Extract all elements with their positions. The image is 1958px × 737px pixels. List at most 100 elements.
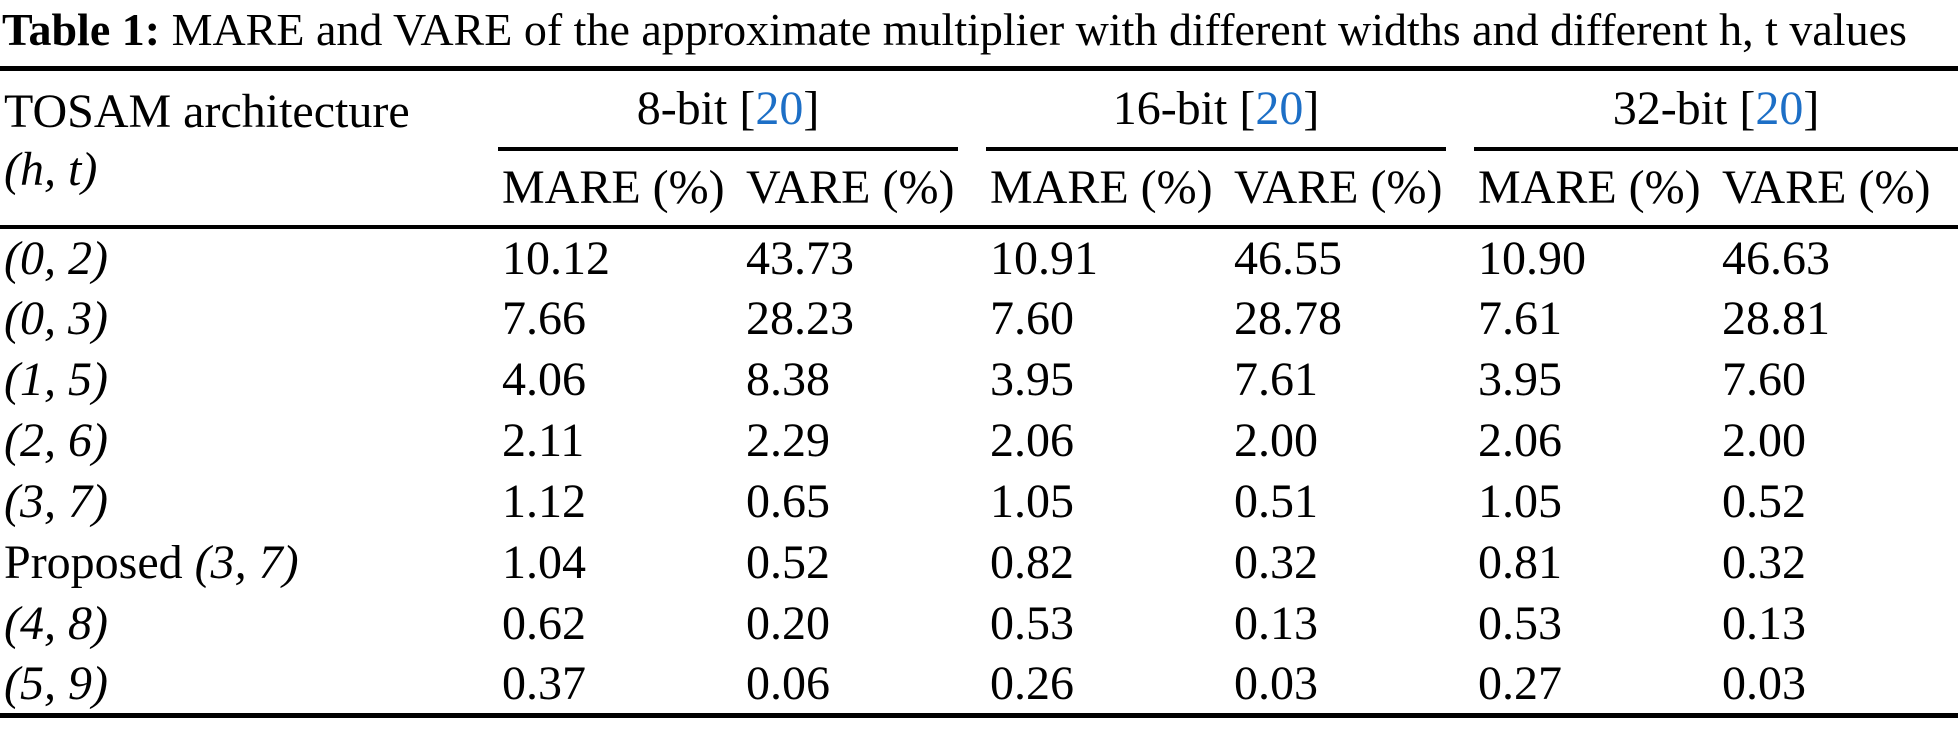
- table-row: (0, 3) 7.66 28.23 7.60 28.78 7.61 28.81: [0, 288, 1958, 349]
- cell-vare-32bit: 0.32: [1722, 536, 1806, 589]
- cell-mare-8bit: 0.37: [502, 656, 586, 710]
- column-header-vare-8bit: VARE (%): [746, 161, 955, 214]
- row-label: (1, 5): [0, 349, 498, 410]
- column-header-mare-16bit: MARE (%): [990, 161, 1213, 214]
- cell-vare-16bit: 7.61: [1234, 353, 1318, 406]
- row-label-ht: (1, 5): [4, 353, 108, 406]
- row-label: (2, 6): [0, 410, 498, 471]
- cell-mare-8bit: 7.66: [502, 292, 586, 345]
- cell-vare-32bit: 7.60: [1722, 353, 1806, 406]
- citation-bracket-close: ]: [1803, 82, 1820, 135]
- cell-mare-16bit: 7.60: [990, 292, 1074, 345]
- column-header-architecture: TOSAM architecture (h, t): [0, 69, 498, 228]
- column-header-mare-8bit: MARE (%): [502, 161, 725, 214]
- cell-vare-16bit: 0.51: [1234, 475, 1318, 528]
- row-label-ht: (3, 7): [4, 475, 108, 528]
- group-header-32bit-inner: 32-bit [20]: [1474, 71, 1958, 151]
- citation-link-20[interactable]: 20: [1755, 82, 1804, 135]
- cell-vare-8bit: 43.73: [746, 232, 854, 285]
- group-header-32bit: 32-bit [20]: [1474, 69, 1958, 151]
- cell-vare-8bit: 0.20: [746, 597, 830, 650]
- table-row: (0, 2) 10.12 43.73 10.91 46.55 10.90 46.…: [0, 227, 1958, 288]
- citation-bracket-open: [: [1739, 82, 1756, 135]
- citation-bracket-close: ]: [803, 82, 820, 135]
- group-header-16bit-inner: 16-bit [20]: [986, 71, 1446, 151]
- table-caption: Table 1: MARE and VARE of the approximat…: [0, 0, 1958, 66]
- cell-mare-16bit: 0.26: [990, 656, 1074, 710]
- cell-vare-16bit: 0.32: [1234, 536, 1318, 589]
- row-label-ht: (3, 7): [194, 536, 299, 589]
- row-label-ht: (0, 2): [4, 232, 108, 285]
- table-row-proposed: Proposed (3, 7) 1.04 0.52 0.82 0.32 0.81…: [0, 532, 1958, 593]
- cell-vare-32bit: 0.13: [1722, 597, 1806, 650]
- cell-mare-32bit: 2.06: [1478, 414, 1562, 467]
- group-label-8bit: 8-bit: [636, 82, 740, 135]
- group-label-32bit: 32-bit: [1612, 82, 1740, 135]
- cell-mare-32bit: 0.27: [1478, 656, 1562, 710]
- cell-mare-8bit: 1.12: [502, 475, 586, 528]
- row-label: (3, 7): [0, 471, 498, 532]
- cell-vare-8bit: 0.52: [746, 536, 830, 589]
- table-row: (4, 8) 0.62 0.20 0.53 0.13 0.53 0.13: [0, 593, 1958, 654]
- citation-bracket-open: [: [1239, 82, 1256, 135]
- cell-mare-8bit: 10.12: [502, 232, 610, 285]
- cell-vare-32bit: 0.03: [1722, 656, 1806, 710]
- citation-bracket-close: ]: [1303, 82, 1320, 135]
- group-label-16bit: 16-bit: [1112, 82, 1240, 135]
- column-header-vare-16bit: VARE (%): [1234, 161, 1443, 214]
- cell-vare-32bit: 2.00: [1722, 414, 1806, 467]
- cell-mare-8bit: 0.62: [502, 597, 586, 650]
- group-header-8bit: 8-bit [20]: [498, 69, 986, 151]
- cell-mare-16bit: 2.06: [990, 414, 1074, 467]
- cell-vare-16bit: 0.03: [1234, 656, 1318, 710]
- row-label-ht: (4, 8): [4, 597, 108, 650]
- table-row: (5, 9) 0.37 0.06 0.26 0.03 0.27 0.03: [0, 654, 1958, 715]
- row-label: (5, 9): [0, 654, 498, 715]
- table-row: (1, 5) 4.06 8.38 3.95 7.61 3.95 7.60: [0, 349, 1958, 410]
- cell-mare-16bit: 3.95: [990, 353, 1074, 406]
- row-label-prefix: Proposed: [4, 536, 195, 589]
- cell-vare-32bit: 28.81: [1722, 292, 1830, 345]
- header-row-metrics: MARE (%) VARE (%) MARE (%) VARE (%) MARE…: [0, 151, 1958, 227]
- cell-mare-8bit: 2.11: [502, 414, 585, 467]
- cell-vare-16bit: 46.55: [1234, 232, 1342, 285]
- table-caption-label: Table 1:: [2, 4, 161, 55]
- cell-vare-32bit: 0.52: [1722, 475, 1806, 528]
- cell-mare-8bit: 4.06: [502, 353, 586, 406]
- cell-vare-8bit: 28.23: [746, 292, 854, 345]
- citation-link-20[interactable]: 20: [755, 82, 804, 135]
- cell-vare-8bit: 0.06: [746, 656, 830, 710]
- column-header-vare-32bit: VARE (%): [1722, 161, 1931, 214]
- row-label: (0, 2): [0, 227, 498, 288]
- architecture-header-ht: (h, t): [4, 143, 98, 196]
- results-table: TOSAM architecture (h, t) 8-bit [20] 16-…: [0, 66, 1958, 718]
- column-header-mare-32bit: MARE (%): [1478, 161, 1701, 214]
- architecture-header-line1: TOSAM architecture: [4, 85, 410, 138]
- header-row-groups: TOSAM architecture (h, t) 8-bit [20] 16-…: [0, 69, 1958, 196]
- cell-vare-8bit: 2.29: [746, 414, 830, 467]
- row-label: (0, 3): [0, 288, 498, 349]
- cell-mare-32bit: 7.61: [1478, 292, 1562, 345]
- cell-mare-32bit: 0.81: [1478, 536, 1562, 589]
- cell-mare-16bit: 1.05: [990, 475, 1074, 528]
- row-label: (4, 8): [0, 593, 498, 654]
- cell-mare-32bit: 0.53: [1478, 597, 1562, 650]
- cell-vare-16bit: 0.13: [1234, 597, 1318, 650]
- cell-mare-32bit: 10.90: [1478, 232, 1586, 285]
- cell-vare-16bit: 28.78: [1234, 292, 1342, 345]
- group-header-8bit-inner: 8-bit [20]: [498, 71, 958, 151]
- cell-vare-8bit: 0.65: [746, 475, 830, 528]
- citation-bracket-open: [: [739, 82, 756, 135]
- cell-mare-8bit: 1.04: [502, 536, 586, 589]
- cell-mare-16bit: 0.53: [990, 597, 1074, 650]
- cell-mare-32bit: 3.95: [1478, 353, 1562, 406]
- cell-vare-8bit: 8.38: [746, 353, 830, 406]
- row-label-ht: (0, 3): [4, 292, 108, 345]
- cell-mare-16bit: 10.91: [990, 232, 1098, 285]
- row-label-ht: (5, 9): [4, 656, 108, 710]
- citation-link-20[interactable]: 20: [1255, 82, 1304, 135]
- row-label: Proposed (3, 7): [0, 532, 498, 593]
- table-row: (3, 7) 1.12 0.65 1.05 0.51 1.05 0.52: [0, 471, 1958, 532]
- cell-mare-32bit: 1.05: [1478, 475, 1562, 528]
